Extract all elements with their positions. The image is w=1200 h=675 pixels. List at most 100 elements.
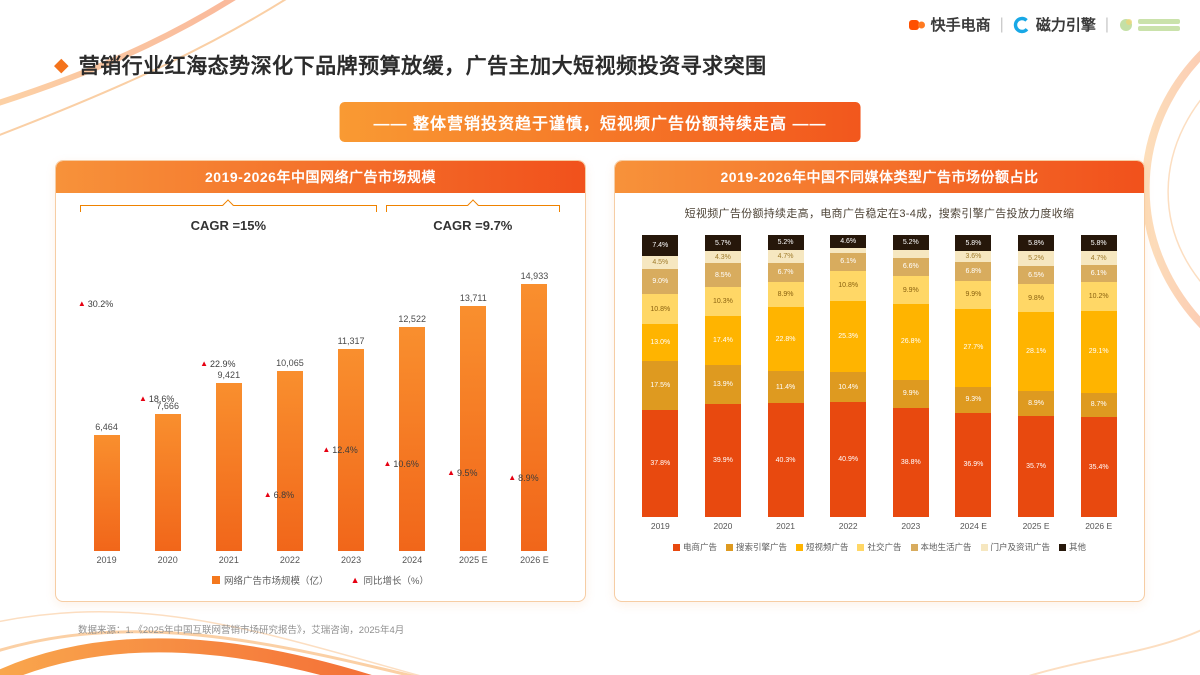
bar bbox=[276, 371, 303, 551]
segment-value-label: 27.7% bbox=[963, 344, 984, 352]
magnetic-engine-logo-text: 磁力引擎 bbox=[1035, 17, 1096, 34]
bar-value-label: 10,065 bbox=[276, 358, 304, 369]
legend-item-market-size: 网络广告市场规模（亿） bbox=[212, 573, 329, 587]
segment-value-label: 29.1% bbox=[1088, 348, 1109, 356]
magnetic-engine-logo: 磁力引擎 bbox=[1013, 14, 1096, 35]
stack-segment: 6.1% bbox=[1080, 264, 1117, 282]
bar-column: 14,933 bbox=[504, 265, 565, 551]
bar bbox=[460, 305, 487, 551]
stack-segment: 4.7% bbox=[767, 249, 804, 263]
segment-value-label: 6.1% bbox=[840, 258, 857, 266]
stack-segment: 5.2% bbox=[892, 235, 929, 250]
source-note: 数据来源：1.《2025年中国互联网营销市场研究报告》，艾瑞咨询，2025年4月 bbox=[78, 625, 405, 636]
x-axis-label: 2026 E bbox=[1085, 521, 1113, 531]
segment-value-label: 5.2% bbox=[902, 238, 919, 246]
stacked-bar: 40.3% 11.4% 22.8% 8.9% 6.7% 4.7% 5.2% bbox=[767, 235, 804, 517]
logo-divider: | bbox=[1104, 15, 1109, 33]
stack-segment: 6.5% bbox=[1018, 266, 1055, 285]
x-axis-label: 2025 E bbox=[1022, 521, 1050, 531]
stacked-column: 36.9% 9.3% 27.7% 9.9% 6.8% 3.6% 5.8% bbox=[942, 235, 1005, 517]
x-axis-label: 2026 E bbox=[520, 555, 549, 565]
partner-logo-icon bbox=[1120, 18, 1132, 31]
bar-column: 6,464 bbox=[76, 265, 137, 551]
bar-value-label: 6,464 bbox=[95, 422, 118, 433]
segment-value-label: 8.7% bbox=[1090, 401, 1107, 409]
legend-item: 短视频广告 bbox=[795, 541, 848, 553]
bar-chart-legend: 网络广告市场规模（亿） ▲ 同比增长（%） bbox=[56, 573, 585, 587]
bar-column: 11,317 bbox=[321, 265, 382, 551]
legend-square-icon bbox=[212, 576, 221, 584]
stack-segment: 40.3% bbox=[767, 403, 804, 517]
bar-column: 12,522 bbox=[382, 265, 443, 551]
stacked-chart-plot: 37.8% 17.5% 13.0% 10.8% 9.0% 4.5% 7.4% 39.9% 13.… bbox=[629, 235, 1130, 517]
legend-item: 本地生活广告 bbox=[910, 541, 972, 553]
stack-segment: 8.9% bbox=[1018, 391, 1055, 417]
segment-value-label: 5.8% bbox=[1028, 239, 1045, 247]
cagr-bracket: CAGR =9.7% bbox=[385, 199, 561, 233]
stack-segment: 10.8% bbox=[830, 270, 867, 302]
stack-segment: 25.3% bbox=[830, 301, 867, 373]
legend-square-icon bbox=[725, 543, 733, 551]
stack-segment: 13.9% bbox=[704, 365, 741, 405]
stacked-bar: 38.8% 9.9% 26.8% 9.9% 6.6% 5.2% bbox=[892, 235, 929, 517]
segment-value-label: 9.0% bbox=[652, 277, 669, 285]
stack-segment: 9.9% bbox=[892, 379, 929, 408]
media-share-chart-card: 2019-2026年中国不同媒体类型广告市场份额占比 短视频广告份额持续走高，电… bbox=[614, 160, 1145, 602]
segment-value-label: 35.4% bbox=[1088, 463, 1109, 471]
segment-value-label: 8.5% bbox=[714, 271, 731, 279]
bar bbox=[154, 413, 181, 551]
header-logos: 快手电商 | 磁力引擎 | bbox=[908, 14, 1180, 35]
bar-value-label: 9,421 bbox=[217, 369, 241, 380]
segment-value-label: 9.9% bbox=[902, 286, 919, 294]
segment-value-label: 25.3% bbox=[838, 333, 859, 341]
bar-chart-plot: 6,464 7,666 9,421 10,065 11,317 12,522 13,711 1… bbox=[76, 265, 565, 551]
x-axis-label: 2023 bbox=[901, 521, 921, 531]
stack-segment: 10.3% bbox=[704, 287, 741, 317]
cagr-brackets: CAGR =15% CAGR =9.7% bbox=[76, 199, 565, 251]
legend-square-icon bbox=[910, 543, 918, 551]
kuaishou-logo-icon bbox=[908, 19, 925, 30]
right-chart-subtitle: 短视频广告份额持续走高，电商广告稳定在3-4成，搜索引擎广告投放力度收缩 bbox=[684, 208, 1075, 220]
stack-segment: 8.5% bbox=[704, 263, 741, 288]
cagr-label: CAGR =15% bbox=[190, 218, 267, 233]
stack-segment: 6.6% bbox=[892, 257, 929, 277]
stack-segment bbox=[892, 249, 929, 258]
segment-value-label: 10.2% bbox=[1088, 292, 1109, 300]
stacked-chart-legend: 电商广告 搜索引擎广告 短视频广告 社交广告 本地生活广告 门户及资讯广告 其他 bbox=[615, 541, 1144, 553]
stack-segment: 4.7% bbox=[1080, 251, 1117, 265]
segment-value-label: 13.0% bbox=[650, 339, 671, 347]
stacked-bar: 36.9% 9.3% 27.7% 9.9% 6.8% 3.6% 5.8% bbox=[955, 235, 992, 517]
segment-value-label: 26.8% bbox=[900, 338, 921, 346]
diamond-icon: ◆ bbox=[54, 54, 69, 76]
stack-segment: 22.8% bbox=[767, 306, 804, 372]
x-axis-label: 2021 bbox=[218, 555, 239, 565]
bar-column: 10,065 bbox=[259, 265, 320, 551]
stack-segment: 7.4% bbox=[642, 235, 679, 256]
x-axis-label: 2020 bbox=[157, 555, 178, 565]
legend-item: 电商广告 bbox=[672, 541, 717, 553]
segment-value-label: 4.5% bbox=[652, 258, 669, 266]
stack-segment: 6.1% bbox=[830, 253, 867, 271]
bar bbox=[521, 284, 548, 551]
stack-segment: 35.4% bbox=[1080, 417, 1117, 517]
segment-value-label: 5.7% bbox=[714, 239, 731, 247]
legend-item: 社交广告 bbox=[857, 541, 902, 553]
key-message-banner: —— 整体营销投资趋于谨慎，短视频广告份额持续走高 —— bbox=[339, 102, 861, 142]
legend-item: 搜索引擎广告 bbox=[725, 541, 787, 553]
segment-value-label: 10.8% bbox=[650, 305, 671, 313]
stack-segment: 9.3% bbox=[955, 386, 992, 413]
cagr-bracket: CAGR =15% bbox=[79, 199, 377, 233]
stack-segment: 10.2% bbox=[1080, 281, 1117, 311]
logo-divider: | bbox=[999, 15, 1004, 33]
stack-segment: 37.8% bbox=[642, 410, 679, 517]
x-axis-label: 2024 E bbox=[959, 521, 987, 531]
x-axis-label: 2019 bbox=[650, 521, 670, 531]
cagr-bracket-line bbox=[79, 199, 377, 212]
page-title: 营销行业红海态势深化下品牌预算放缓，广告主加大短视频投资寻求突围 bbox=[78, 55, 767, 78]
bar-value-label: 14,933 bbox=[520, 271, 549, 282]
x-axis-label: 2022 bbox=[838, 521, 858, 531]
stack-segment: 35.7% bbox=[1018, 416, 1055, 517]
segment-value-label: 3.6% bbox=[965, 252, 982, 260]
segment-value-label: 10.3% bbox=[713, 298, 733, 306]
stack-segment: 9.9% bbox=[892, 276, 929, 305]
